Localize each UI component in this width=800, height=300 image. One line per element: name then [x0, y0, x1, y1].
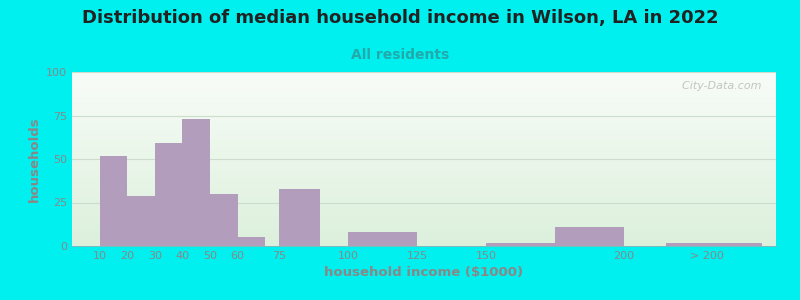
Bar	[100, 155, 127, 246]
Bar	[155, 143, 182, 246]
Bar	[486, 242, 555, 246]
Bar	[182, 119, 210, 246]
Y-axis label: households: households	[27, 116, 41, 202]
Bar	[238, 237, 266, 246]
Text: City-Data.com: City-Data.com	[675, 81, 762, 91]
Bar	[348, 232, 417, 246]
Bar	[279, 189, 321, 246]
Bar	[210, 194, 238, 246]
X-axis label: household income ($1000): household income ($1000)	[325, 266, 523, 279]
Text: Distribution of median household income in Wilson, LA in 2022: Distribution of median household income …	[82, 9, 718, 27]
Bar	[555, 227, 624, 246]
Bar	[127, 196, 155, 246]
Text: All residents: All residents	[351, 48, 449, 62]
Bar	[666, 242, 762, 246]
